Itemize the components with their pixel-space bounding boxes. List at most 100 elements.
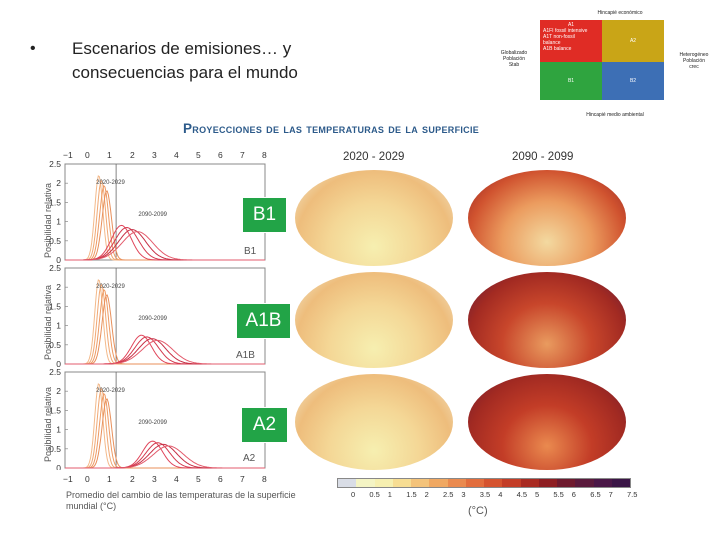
x-tick: 2 xyxy=(130,474,135,484)
colorbar xyxy=(337,478,631,488)
map-b1-2020 xyxy=(295,170,453,266)
colorbar-swatch xyxy=(447,479,466,487)
slide-title: Escenarios de emisiones… y consecuencias… xyxy=(72,39,298,82)
x-tick: 5 xyxy=(196,474,201,484)
x-tick: 4 xyxy=(174,150,179,160)
colorbar-tick: 2 xyxy=(424,490,429,499)
map-a2-2090 xyxy=(468,374,626,470)
colorbar-tick: 7.5 xyxy=(627,490,638,499)
x-tick: 6 xyxy=(218,150,223,160)
y-tick: 1 xyxy=(56,217,61,227)
x-axis-caption: Promedio del cambio de las temperaturas … xyxy=(66,490,296,511)
curve-label: 2090-2099 xyxy=(138,420,167,426)
x-tick: 7 xyxy=(240,150,245,160)
y-tick: 1.5 xyxy=(49,197,61,207)
colorbar-swatch xyxy=(557,479,576,487)
pdf-curve xyxy=(65,445,265,469)
colorbar-swatch xyxy=(411,479,430,487)
colorbar-swatch xyxy=(356,479,375,487)
y-tick: 2 xyxy=(56,386,61,396)
colorbar-tick: 4.5 xyxy=(516,490,528,499)
y-tick: 1 xyxy=(56,425,61,435)
x-tick: 4 xyxy=(174,474,179,484)
x-tick: 0 xyxy=(85,150,90,160)
y-tick: 0 xyxy=(56,255,61,265)
y-tick: 0 xyxy=(56,463,61,470)
x-tick: 3 xyxy=(152,150,157,160)
colorbar-swatch xyxy=(484,479,503,487)
colorbar-swatch xyxy=(611,479,630,487)
colorbar-swatch xyxy=(593,479,612,487)
colorbar-tick: 5.5 xyxy=(553,490,564,499)
pdf-curve xyxy=(65,184,265,261)
pdf-curve xyxy=(65,392,265,469)
y-tick: 2 xyxy=(56,282,61,292)
quadrant-left-label: Globalizado Población Stab xyxy=(500,50,528,68)
bottom-x-axis: −1 0 1 2 3 4 5 6 7 8 xyxy=(63,474,267,486)
scenario-badge-a1b: A1B xyxy=(236,303,291,339)
curve-label: 2020-2029 xyxy=(96,388,125,394)
colorbar-swatch xyxy=(392,479,411,487)
y-tick: 0.5 xyxy=(49,444,61,454)
colorbar-tick: 2.5 xyxy=(443,490,454,499)
bullet-marker: • xyxy=(30,40,36,57)
y-tick: 2.5 xyxy=(49,263,61,273)
curve-label: 2020-2029 xyxy=(96,180,125,186)
quadrant-a1-line: A1B balance xyxy=(543,46,572,52)
y-axis-label: Posibilidad relativa xyxy=(43,182,53,258)
map-b1-2090 xyxy=(468,170,626,266)
quadrant-top-label: Hincapié económico xyxy=(597,10,643,16)
colorbar-tick: 5 xyxy=(535,490,540,499)
quadrant-bottom-label: Hincapié medio ambiental xyxy=(586,112,644,118)
y-tick: 0.5 xyxy=(49,236,61,246)
x-tick: 2 xyxy=(130,150,135,160)
quadrant-b2: B2 xyxy=(602,62,664,100)
pdf-curve xyxy=(65,179,265,261)
x-tick: 1 xyxy=(107,150,112,160)
quadrant-a1: A1 A1FI fossil intensive A1T non-fossil … xyxy=(540,20,602,62)
quadrant-a1-line: balance xyxy=(543,40,561,46)
colorbar-tick: 7 xyxy=(608,490,613,499)
pdf-curve xyxy=(65,175,265,261)
quadrant-right-label: Heterogéneo Población crec xyxy=(679,52,709,70)
pdf-curve xyxy=(65,283,265,365)
quadrant-a1-line: A1FI fossil intensive xyxy=(543,28,588,34)
x-tick: −1 xyxy=(63,150,73,160)
pdf-curve xyxy=(65,279,265,365)
x-tick: 0 xyxy=(85,474,90,484)
scenario-badge-b1: B1 xyxy=(242,197,287,233)
map-a1b-2090 xyxy=(468,272,626,368)
y-tick: 2.5 xyxy=(49,367,61,377)
colorbar-swatch xyxy=(374,479,393,487)
colorbar-tick: 4 xyxy=(498,490,503,499)
colorbar-tick: 1.5 xyxy=(406,490,417,499)
x-tick: 6 xyxy=(218,474,223,484)
colorbar-tick: 0.5 xyxy=(369,490,380,499)
curve-label: 2090-2099 xyxy=(138,212,167,218)
period-heading-right: 2090 - 2099 xyxy=(512,151,574,163)
x-tick: 1 xyxy=(107,474,112,484)
panel-caption: A2 xyxy=(243,453,256,464)
colorbar-swatch xyxy=(429,479,448,487)
quadrant-diagram: A1 A1FI fossil intensive A1T non-fossil … xyxy=(540,20,664,100)
map-a2-2020 xyxy=(295,374,453,470)
pdf-curve xyxy=(65,339,265,365)
period-heading-left: 2020 - 2029 xyxy=(343,151,405,163)
y-axis-label: Posibilidad relativa xyxy=(43,284,53,360)
curve-label: 2020-2029 xyxy=(96,284,125,290)
colorbar-tick: 6 xyxy=(571,490,576,499)
colorbar-tick: 3 xyxy=(461,490,466,499)
quadrant-a1-header: A1 xyxy=(567,22,575,28)
colorbar-swatch xyxy=(465,479,484,487)
colorbar-swatch xyxy=(520,479,539,487)
x-tick: 5 xyxy=(196,150,201,160)
x-tick: −1 xyxy=(63,474,73,484)
y-tick: 1.5 xyxy=(49,405,61,415)
y-tick: 1 xyxy=(56,321,61,331)
quadrant-a1-line: A1T non-fossil xyxy=(543,34,575,40)
colorbar-tick: 6.5 xyxy=(590,490,601,499)
pdf-curve xyxy=(65,288,265,365)
colorbar-ticks: 0 0.5 1 1.5 2 2.5 3 3.5 4 4.5 5 5.5 6 6.5 7 7.5 xyxy=(337,490,637,502)
map-a1b-2020 xyxy=(295,272,453,368)
colorbar-swatch xyxy=(502,479,521,487)
